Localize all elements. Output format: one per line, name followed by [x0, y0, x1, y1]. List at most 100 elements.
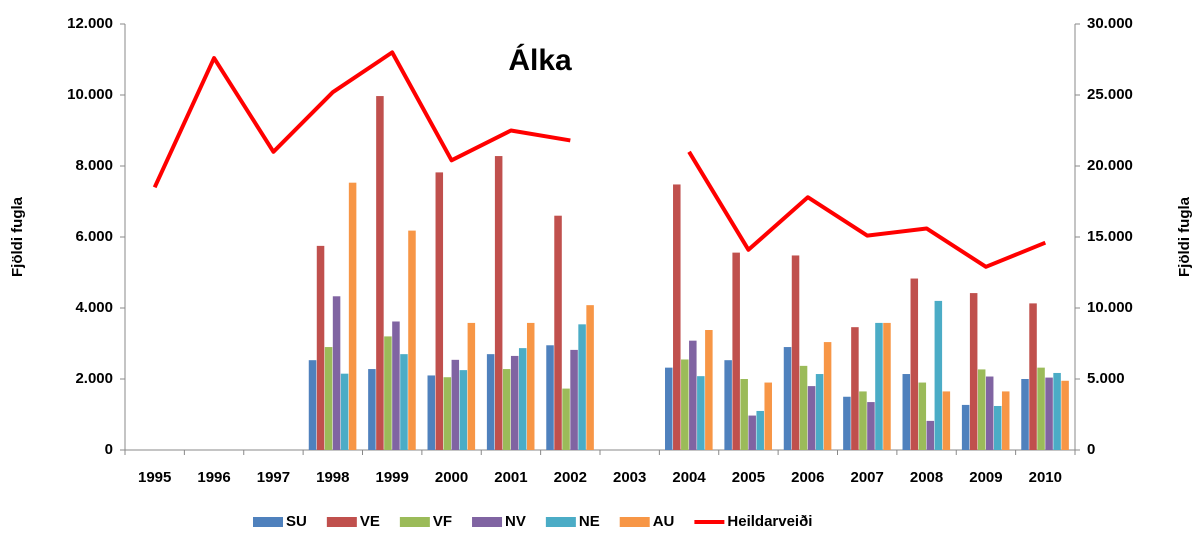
bar [586, 305, 594, 450]
bar [408, 230, 416, 450]
x-tick-label: 2006 [791, 469, 824, 486]
x-tick-label: 2000 [435, 469, 468, 486]
chart-title: Álka [508, 43, 572, 77]
bar [1037, 367, 1045, 450]
legend-swatch [545, 517, 576, 527]
y-tick-label: 8.000 [75, 157, 113, 174]
bar [918, 382, 927, 450]
y2-tick-label: 15.000 [1087, 228, 1133, 245]
legend-swatch [472, 517, 503, 527]
y-tick-label: 12.000 [67, 15, 113, 32]
bar [494, 156, 503, 450]
x-tick-label: 1998 [316, 469, 349, 486]
bar [384, 336, 392, 450]
legend-swatch [619, 517, 650, 527]
x-tick-label: 2009 [969, 469, 1002, 486]
y2-tick-label: 25.000 [1087, 86, 1133, 103]
bar [867, 402, 875, 450]
bar [1029, 303, 1037, 450]
y-tick-label: 4.000 [75, 299, 113, 316]
bar [942, 391, 951, 450]
bar [681, 359, 689, 450]
bar [486, 354, 495, 450]
bar [392, 321, 400, 450]
bar [740, 379, 748, 450]
bar [443, 377, 452, 450]
x-tick-label: 2001 [494, 469, 527, 486]
legend-label: AU [653, 513, 675, 530]
y-tick-label: 0 [105, 441, 113, 458]
x-tick-label: 1995 [138, 469, 171, 486]
legend-label: SU [286, 513, 307, 530]
y-tick-label: 6.000 [75, 228, 113, 245]
line [152, 50, 1047, 269]
bar [459, 370, 468, 450]
bar [732, 252, 740, 450]
bar [851, 327, 859, 450]
bar [1053, 372, 1061, 450]
x-tick-label: 1997 [257, 469, 290, 486]
bar [724, 360, 732, 450]
bar [902, 374, 911, 450]
bar [324, 347, 333, 450]
bar [969, 293, 978, 450]
legend-label: Heildarveiði [727, 513, 812, 530]
bar [807, 386, 816, 450]
bar [1021, 379, 1029, 450]
bar [427, 375, 436, 450]
bar [673, 184, 681, 450]
bar [546, 345, 554, 450]
bar [791, 255, 800, 450]
legend-swatch [253, 517, 283, 527]
y2-tick-label: 5.000 [1087, 370, 1125, 387]
x-tick-label: 2004 [672, 469, 706, 486]
x-tick-label: 2005 [732, 469, 765, 486]
y-axis-label: Fjöldi fugla [9, 196, 26, 277]
bar [316, 245, 325, 450]
bar [977, 369, 986, 450]
bar [348, 182, 357, 450]
bar [554, 215, 562, 450]
bar [665, 367, 673, 450]
bar [332, 296, 341, 450]
y2-tick-label: 10.000 [1087, 299, 1133, 316]
bar [526, 322, 535, 450]
bar [1045, 377, 1053, 450]
bar [562, 388, 570, 450]
y-tick-label: 2.000 [75, 370, 113, 387]
bar [518, 348, 527, 450]
legend-swatch [326, 517, 357, 527]
bar [308, 360, 317, 450]
x-tick-label: 1999 [376, 469, 409, 486]
bar [823, 342, 832, 450]
bar [705, 330, 713, 450]
bar [843, 396, 851, 450]
bar [799, 365, 808, 450]
bar [340, 373, 349, 450]
legend-label: NV [505, 513, 526, 530]
y-tick-label: 10.000 [67, 86, 113, 103]
bar [764, 382, 772, 450]
bar [578, 324, 586, 450]
x-tick-label: 2008 [910, 469, 943, 486]
bar [934, 300, 943, 450]
x-tick-label: 1996 [197, 469, 230, 486]
x-tick-label: 2010 [1029, 469, 1062, 486]
bar [993, 405, 1002, 450]
bar [875, 322, 883, 450]
legend-label: VE [360, 513, 380, 530]
bar [510, 355, 519, 450]
bar [756, 410, 764, 450]
bar [783, 347, 792, 450]
bar [1001, 391, 1010, 450]
bar [400, 354, 408, 450]
bar [748, 415, 756, 450]
bar [689, 340, 697, 450]
bar [697, 376, 705, 450]
bar [376, 96, 384, 450]
bar [368, 369, 376, 450]
bar [910, 278, 919, 450]
bar [985, 376, 994, 450]
bar [570, 349, 578, 450]
